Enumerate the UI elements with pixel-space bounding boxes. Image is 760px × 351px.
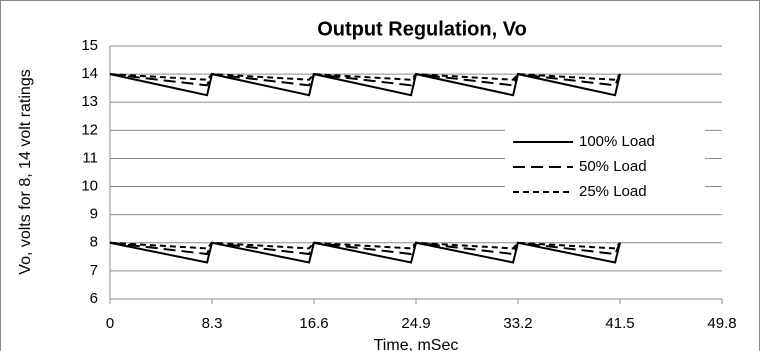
legend-label: 50% Load	[579, 158, 647, 175]
y-tick-label: 7	[90, 262, 98, 279]
series-line	[109, 72, 621, 97]
y-tick-label: 9	[90, 206, 98, 223]
series-line	[109, 73, 621, 87]
y-tick-label: 11	[82, 149, 98, 166]
y-tick-label: 14	[81, 65, 98, 82]
series-line	[109, 73, 621, 81]
x-tick-label: 49.8	[707, 315, 736, 332]
y-tick-label: 10	[81, 178, 98, 195]
y-tick-label: 12	[81, 121, 98, 138]
x-tick-label: 24.9	[401, 315, 430, 332]
x-tick-label: 8.3	[202, 315, 223, 332]
x-tick-label: 41.5	[605, 315, 634, 332]
y-tick-label: 13	[81, 93, 98, 110]
y-axis-label: Vo, volts for 8, 14 volt ratings	[17, 69, 34, 274]
y-tick-label: 8	[90, 234, 98, 251]
y-tick-label: 6	[90, 290, 98, 307]
series-line	[109, 241, 621, 256]
series-line	[109, 241, 621, 250]
y-tick-label: 15	[81, 37, 98, 54]
legend-label: 25% Load	[579, 183, 647, 200]
x-tick-label: 16.6	[299, 315, 328, 332]
chart-title: Output Regulation, Vo	[317, 18, 527, 40]
series-line	[109, 241, 621, 264]
x-tick-label: 0	[106, 315, 114, 332]
x-axis-label: Time, mSec	[374, 337, 459, 351]
x-tick-label: 33.2	[503, 315, 532, 332]
legend-label: 100% Load	[579, 133, 655, 150]
